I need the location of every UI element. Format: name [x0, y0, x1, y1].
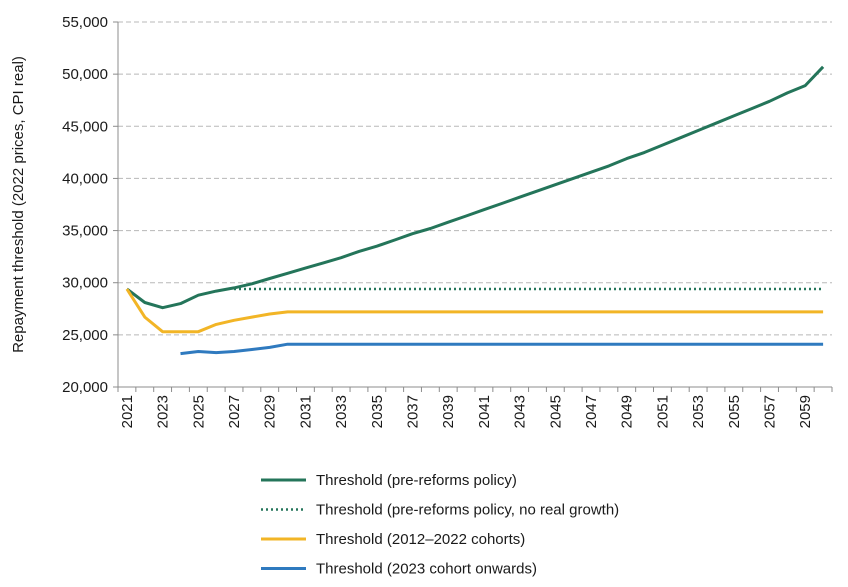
x-tick-label: 2053 [690, 395, 707, 428]
gridlines [118, 21, 832, 336]
y-tick-labels: 20,000 25,000 30,000 35,000 40,000 45,000 50,0… [62, 14, 118, 396]
y-tick-label: 40,000 [62, 170, 108, 187]
x-tick-label: 2035 [369, 395, 386, 428]
x-tick-label: 2031 [297, 395, 314, 428]
series-line-4 [180, 342, 824, 356]
series-line-1 [125, 65, 825, 310]
series-lines [125, 65, 825, 356]
x-tick-label: 2025 [190, 395, 207, 428]
x-tick-label: 2057 [762, 395, 779, 428]
y-axis-label: Repayment threshold (2022 prices, CPI re… [10, 56, 27, 353]
x-tick-label: 2047 [583, 395, 600, 428]
y-tick-label: 25,000 [62, 327, 108, 344]
x-tick-label: 2041 [476, 395, 493, 428]
x-tick-label: 2033 [333, 395, 350, 428]
x-tick-label: 2051 [654, 395, 671, 428]
x-tick-label: 2039 [440, 395, 457, 428]
legend-label-2: Threshold (pre-reforms policy, no real g… [316, 502, 619, 519]
x-tick-label: 2027 [226, 395, 243, 428]
y-tick-label: 30,000 [62, 275, 108, 292]
y-tick-label: 35,000 [62, 223, 108, 240]
y-tick-label: 55,000 [62, 14, 108, 31]
legend-label-1: Threshold (pre-reforms policy) [316, 472, 517, 489]
x-tick-labels: 2021 2023 2025 2027 2029 2031 2033 2035 2037 2039… [117, 387, 833, 428]
x-tick-label: 2055 [726, 395, 743, 428]
x-tick-label: 2049 [619, 395, 636, 428]
x-tick-label: 2029 [262, 395, 279, 428]
x-tick-label: 2045 [547, 395, 564, 428]
legend: Threshold (pre-reforms policy) Threshold … [261, 472, 619, 578]
x-tick-label: 2037 [405, 395, 422, 428]
x-tick-label: 2059 [797, 395, 814, 428]
x-tick-label: 2023 [155, 395, 172, 428]
y-tick-label: 50,000 [62, 66, 108, 83]
legend-label-4: Threshold (2023 cohort onwards) [316, 561, 537, 578]
x-tick-label: 2021 [119, 395, 136, 428]
x-tick-label: 2043 [512, 395, 529, 428]
y-tick-label: 45,000 [62, 118, 108, 135]
legend-label-3: Threshold (2012–2022 cohorts) [316, 531, 525, 548]
series-line-3 [125, 288, 824, 334]
y-tick-label: 20,000 [62, 379, 108, 396]
